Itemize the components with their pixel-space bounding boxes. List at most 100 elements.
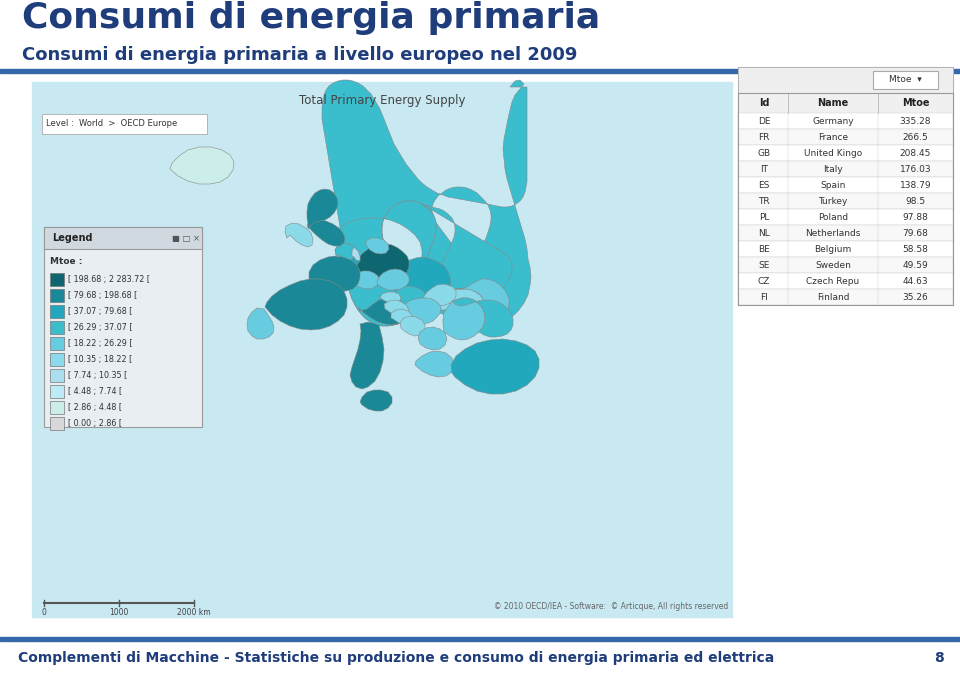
Bar [50,417,64,430]
Text: Id: Id [758,98,769,108]
Bar [738,177,953,193]
Text: [ 2.86 ; 4.48 [: [ 2.86 ; 4.48 [ [68,403,122,412]
Text: 98.5: 98.5 [905,197,925,206]
Text: Turkey: Turkey [818,197,848,206]
Bar [738,161,953,177]
Bar [738,273,953,289]
Bar [50,321,64,334]
Text: FI: FI [760,293,768,302]
Text: Mtoe  ▾: Mtoe ▾ [889,75,922,84]
Text: Mtoe: Mtoe [901,98,929,108]
Text: 138.79: 138.79 [900,181,931,190]
Polygon shape [335,243,360,265]
Bar [738,93,953,305]
Polygon shape [352,244,409,282]
Polygon shape [400,316,425,336]
Bar [738,193,953,209]
Polygon shape [424,284,456,306]
Text: [ 10.35 ; 18.22 [: [ 10.35 ; 18.22 [ [68,355,132,364]
Text: 2000 km: 2000 km [178,608,211,617]
Polygon shape [322,80,531,326]
Polygon shape [352,247,360,261]
Text: 49.59: 49.59 [902,261,928,270]
Bar [0,69,960,73]
Text: 44.63: 44.63 [902,277,928,286]
Text: SE: SE [758,261,770,270]
Text: Belgium: Belgium [814,245,852,254]
Text: [ 198.68 ; 2 283.72 [: [ 198.68 ; 2 283.72 [ [68,275,150,284]
Bar [44,227,202,427]
Text: Consumi di energia primaria a livello europeo nel 2009: Consumi di energia primaria a livello eu… [22,46,577,64]
Bar [738,113,953,129]
Text: FR: FR [758,132,770,141]
Polygon shape [401,298,441,324]
Polygon shape [340,201,436,326]
Text: Legend: Legend [52,233,92,243]
Text: Finland: Finland [817,293,850,302]
Text: [ 26.29 ; 37.07 [: [ 26.29 ; 37.07 [ [68,323,132,332]
Bar [50,337,64,350]
Polygon shape [309,256,360,291]
Polygon shape [443,298,485,340]
Polygon shape [391,309,413,325]
Polygon shape [366,238,389,254]
Bar [44,227,202,249]
Text: GB: GB [757,148,771,158]
Polygon shape [392,300,406,325]
Bar [50,353,64,366]
Polygon shape [415,351,454,377]
Bar [50,385,64,398]
Polygon shape [451,339,539,394]
Text: 35.26: 35.26 [902,293,928,302]
Polygon shape [427,290,458,310]
Bar [50,305,64,318]
Text: TR: TR [758,197,770,206]
Text: [ 79.68 ; 198.68 [: [ 79.68 ; 198.68 [ [68,291,137,300]
Text: 97.88: 97.88 [902,213,928,222]
Text: 58.58: 58.58 [902,245,928,254]
Text: 0: 0 [41,608,46,617]
Text: [ 7.74 ; 10.35 [: [ 7.74 ; 10.35 [ [68,371,128,380]
Bar [738,289,953,305]
Text: [ 37.07 ; 79.68 [: [ 37.07 ; 79.68 [ [68,307,132,316]
Text: DE: DE [757,116,770,125]
Bar [738,225,953,241]
Polygon shape [456,279,509,316]
Polygon shape [307,189,338,229]
Polygon shape [335,243,356,263]
Text: Czech Repu: Czech Repu [806,277,859,286]
Polygon shape [390,286,426,311]
Bar [50,289,64,302]
Bar [50,273,64,286]
Text: 176.03: 176.03 [900,164,931,174]
Text: Name: Name [817,98,849,108]
Text: Spain: Spain [820,181,846,190]
Bar [738,209,953,225]
Text: Mtoe :: Mtoe : [50,257,83,266]
Text: [ 0.00 ; 2.86 [: [ 0.00 ; 2.86 [ [68,419,122,428]
Text: [ 4.48 ; 7.74 [: [ 4.48 ; 7.74 [ [68,387,122,396]
Text: Germany: Germany [812,116,853,125]
Text: United Kingo: United Kingo [804,148,862,158]
Text: CZ: CZ [757,277,770,286]
Polygon shape [384,300,409,317]
Text: Total Primary Energy Supply: Total Primary Energy Supply [299,94,466,107]
Polygon shape [247,308,274,339]
Bar [738,129,953,145]
Polygon shape [351,271,379,289]
Text: © 2010 OECD/IEA - Software:  © Articque, All rights reserved: © 2010 OECD/IEA - Software: © Articque, … [493,602,728,611]
Polygon shape [377,269,409,290]
Polygon shape [380,292,401,304]
Text: Consumi di energia primaria: Consumi di energia primaria [22,1,600,35]
Bar [0,637,960,641]
Bar [50,401,64,414]
Bar [738,241,953,257]
Text: Sweden: Sweden [815,261,851,270]
Polygon shape [307,220,345,246]
Polygon shape [430,289,484,314]
Bar [42,114,207,134]
Text: [ 18.22 ; 26.29 [: [ 18.22 ; 26.29 [ [68,339,132,348]
Text: 335.28: 335.28 [900,116,931,125]
Text: BE: BE [758,245,770,254]
Bar [738,93,953,113]
